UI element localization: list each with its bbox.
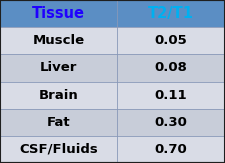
Bar <box>117 136 225 163</box>
Bar <box>117 109 225 136</box>
Bar <box>0 0 117 27</box>
Bar <box>117 54 225 82</box>
Text: Fat: Fat <box>47 116 70 129</box>
Text: Muscle: Muscle <box>32 34 85 47</box>
Text: 0.11: 0.11 <box>155 89 187 102</box>
Text: Tissue: Tissue <box>32 6 85 21</box>
Bar <box>117 27 225 54</box>
Text: 0.05: 0.05 <box>155 34 187 47</box>
Text: Brain: Brain <box>39 89 78 102</box>
Text: 0.30: 0.30 <box>155 116 187 129</box>
Text: Liver: Liver <box>40 61 77 74</box>
Text: 0.08: 0.08 <box>155 61 187 74</box>
Text: CSF/Fluids: CSF/Fluids <box>19 143 98 156</box>
Text: T2/T1: T2/T1 <box>148 6 194 21</box>
Bar <box>117 82 225 109</box>
Bar <box>0 109 117 136</box>
Bar <box>0 136 117 163</box>
Text: 0.70: 0.70 <box>155 143 187 156</box>
Bar <box>0 82 117 109</box>
Bar <box>0 54 117 82</box>
Bar <box>0 27 117 54</box>
Bar <box>117 0 225 27</box>
